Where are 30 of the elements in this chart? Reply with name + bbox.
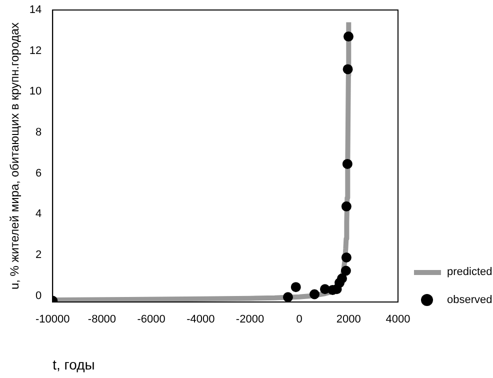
point <box>342 64 353 74</box>
y-tick-label: 2 <box>36 249 42 262</box>
point <box>341 252 352 262</box>
legend-label: observed <box>447 294 492 306</box>
x-axis-title: t, годы <box>52 356 95 372</box>
y-tick-label: 6 <box>36 167 42 180</box>
y-axis-title: u, % жителей мира, обитающих в крупн.городах <box>8 22 22 290</box>
y-tick-label: 14 <box>29 4 42 16</box>
x-tick-label: 4000 <box>386 314 410 326</box>
point <box>341 201 352 212</box>
point <box>337 274 347 284</box>
point <box>343 32 354 42</box>
x-tick-label: -2000 <box>236 314 264 326</box>
x-tick-label: -4000 <box>186 314 215 326</box>
x-tick-label: 2000 <box>336 314 361 326</box>
point <box>309 289 320 300</box>
y-tick-label: 4 <box>36 208 42 220</box>
point <box>340 266 351 276</box>
x-tick-label: -8000 <box>88 314 116 326</box>
point <box>342 158 352 169</box>
legend-label: predicted <box>447 266 492 278</box>
y-tick-label: 0 <box>36 290 42 302</box>
x-tick-label: 0 <box>296 314 302 326</box>
y-tick-label: 10 <box>29 86 42 98</box>
y-tick-label: 12 <box>29 44 42 57</box>
x-tick-label: -10000 <box>36 314 70 326</box>
point <box>290 282 301 292</box>
point <box>282 292 293 302</box>
x-tick-label: -6000 <box>137 314 166 326</box>
y-tick-label: 8 <box>36 126 42 139</box>
